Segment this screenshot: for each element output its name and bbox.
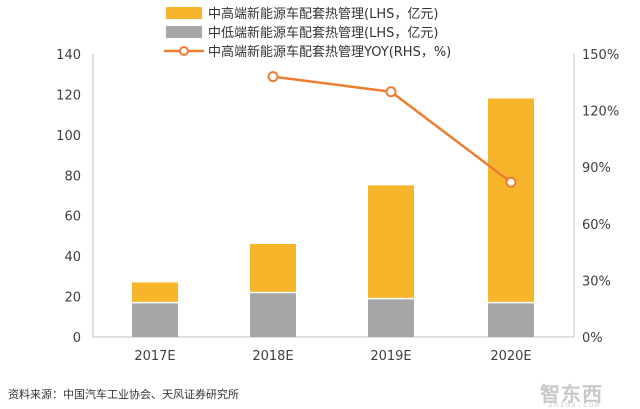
right-tick-label: 120% [582, 105, 619, 120]
bars [132, 98, 534, 337]
legend: 中高端新能源车配套热管理(LHS，亿元) 中低端新能源车配套热管理(LHS，亿元)… [164, 6, 451, 60]
legend-label: 中低端新能源车配套热管理(LHS，亿元) [208, 25, 438, 41]
x-tick-label: 2018E [252, 349, 293, 364]
left-tick-label: 140 [56, 48, 81, 63]
watermark-text: 智东西 [540, 382, 603, 406]
legend-label: 中高端新能源车配套热管理(LHS，亿元) [208, 6, 438, 22]
bar-low-end [250, 292, 296, 337]
left-tick-label: 80 [64, 169, 81, 184]
left-tick-label: 100 [56, 129, 81, 144]
bar-low-end [488, 302, 534, 337]
legend-swatch [166, 7, 202, 19]
bar-low-end [368, 298, 414, 337]
watermark-url: zhidx.com [548, 400, 601, 409]
left-tick-label: 120 [56, 88, 81, 103]
bar-high-end [250, 244, 296, 293]
x-tick-label: 2017E [134, 349, 175, 364]
yoy-point [505, 176, 517, 188]
x-tick-label: 2020E [490, 349, 531, 364]
right-tick-label: 90% [582, 161, 611, 176]
stacked-bar-line-chart: 中高端新能源车配套热管理(LHS，亿元) 中低端新能源车配套热管理(LHS，亿元)… [56, 6, 619, 364]
source-note: 资料来源：中国汽车工业协会、天风证券研究所 [8, 388, 239, 401]
bar-high-end [488, 98, 534, 303]
watermark-logo: 智东西 zhidx.com [540, 378, 636, 409]
left-tick-label: 40 [64, 250, 81, 265]
left-tick-label: 0 [73, 331, 81, 346]
right-tick-label: 150% [582, 48, 619, 63]
legend-label: 中高端新能源车配套热管理YOY(RHS，%) [208, 44, 451, 60]
yoy-line [267, 71, 517, 188]
yoy-point [385, 86, 397, 98]
bar-high-end [132, 282, 178, 303]
tick-labels: 0 20 40 60 80 100 120 140 0% 30% 60% 90% 120% 150% 201… [56, 48, 619, 364]
left-tick-label: 60 [64, 210, 81, 225]
x-tick-label: 2019E [370, 349, 411, 364]
right-tick-label: 0% [582, 331, 603, 346]
right-tick-label: 60% [582, 218, 611, 233]
legend-marker [179, 46, 189, 56]
left-tick-label: 20 [64, 291, 81, 306]
right-tick-label: 30% [582, 274, 611, 289]
bar-low-end [132, 302, 178, 337]
legend-swatch [166, 26, 202, 38]
yoy-point [267, 71, 279, 83]
bar-high-end [368, 185, 414, 299]
